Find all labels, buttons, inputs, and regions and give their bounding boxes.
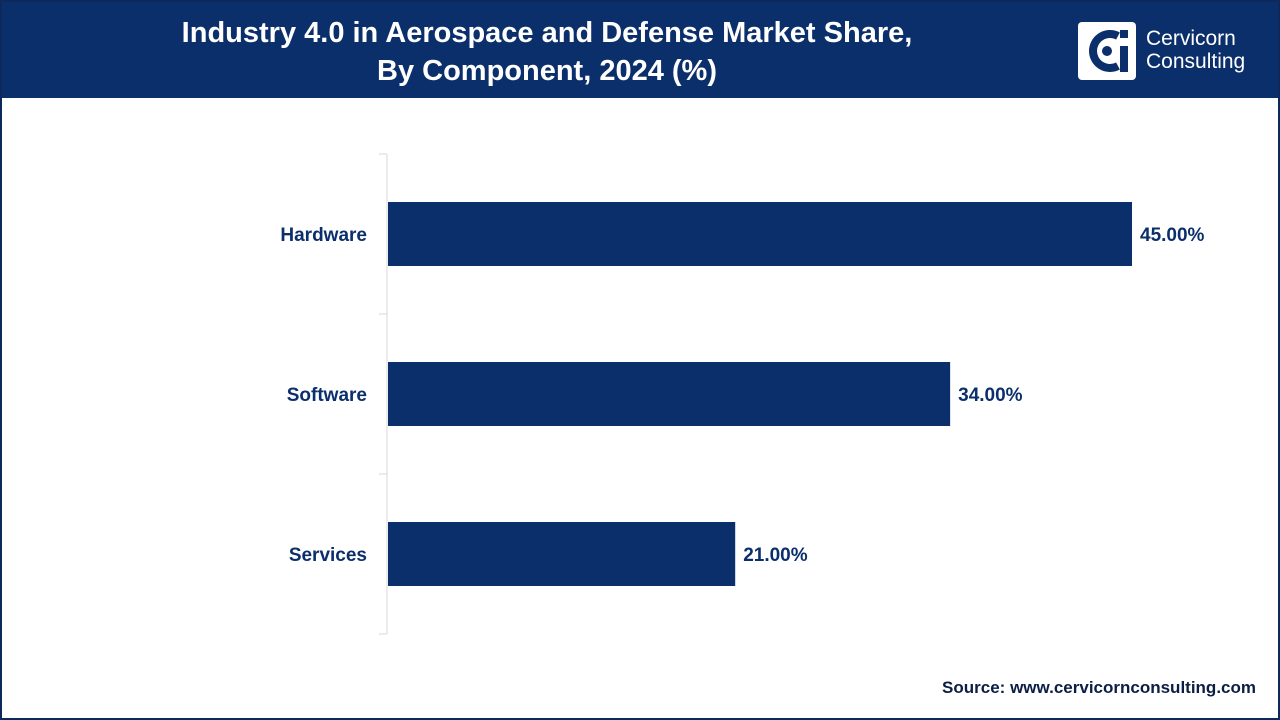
chart-title: Industry 4.0 in Aerospace and Defense Ma… xyxy=(42,14,1052,90)
chart-title-line1: Industry 4.0 in Aerospace and Defense Ma… xyxy=(181,17,913,49)
bar-software xyxy=(388,362,951,426)
chart-title-line2: By Component, 2024 (%) xyxy=(377,55,717,87)
bar-services xyxy=(388,522,736,586)
category-label: Hardware xyxy=(280,225,367,246)
data-label: 34.00% xyxy=(958,385,1023,406)
logo-text-line1: Cervicorn xyxy=(1146,27,1236,50)
category-label: Software xyxy=(287,385,367,406)
logo-text-line2: Consulting xyxy=(1146,50,1246,73)
logo-text: Cervicorn Consulting xyxy=(1146,27,1245,73)
source-label: Source: xyxy=(942,678,1006,697)
data-label: 45.00% xyxy=(1140,225,1205,246)
bar-chart: Hardware 45.00% Software 34.00% Services 21.0… xyxy=(280,153,1205,635)
data-label: 21.00% xyxy=(743,545,808,566)
bar-hardware xyxy=(388,202,1132,266)
category-label: Services xyxy=(289,545,367,566)
header-banner: Industry 4.0 in Aerospace and Defense Ma… xyxy=(2,2,1278,98)
company-logo: Cervicorn Consulting xyxy=(1078,22,1268,82)
source-note: Source: www.cervicornconsulting.com xyxy=(942,678,1256,698)
source-url: www.cervicornconsulting.com xyxy=(1010,678,1256,697)
logo-mark-icon xyxy=(1078,22,1136,80)
